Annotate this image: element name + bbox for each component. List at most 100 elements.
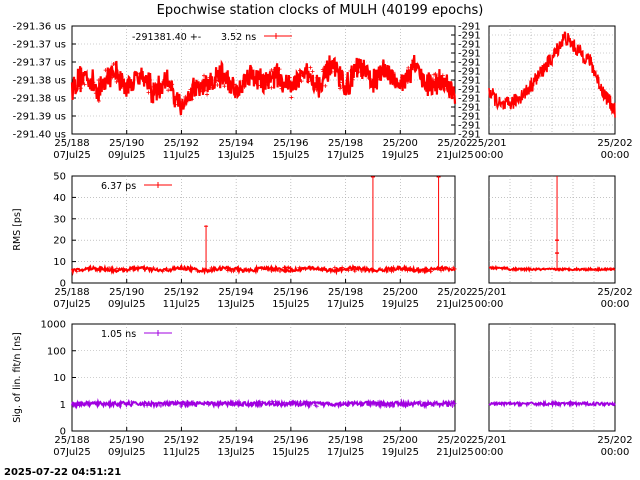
rms-main-xtick-label-top: 25/196 [273, 287, 308, 298]
clock-main-point [381, 72, 386, 77]
clock-main-point [298, 73, 303, 78]
sig-main-point [206, 402, 211, 407]
clock-main-point [396, 84, 401, 89]
clock-zoom-xtick-label-bottom: 00:00 [475, 150, 504, 161]
clock-main-point [329, 69, 334, 74]
rms-main-point [160, 269, 165, 274]
rms-zoom-series [488, 176, 616, 273]
clock-main-point [82, 82, 87, 87]
sig-main-point [416, 401, 421, 406]
clock-main-point [321, 69, 326, 74]
sig-main-point [76, 401, 81, 406]
sig-main-point [154, 403, 159, 408]
clock-main-ytick-label: -291.36 us [13, 22, 66, 33]
clock-main-xtick-label-bottom: 07Jul25 [53, 150, 91, 161]
rms-main-point [420, 268, 425, 273]
rms-main-point [94, 267, 99, 272]
clock-main-point [289, 95, 294, 100]
clock-main-point [391, 70, 396, 75]
sig-main-point [180, 402, 185, 407]
rms-main-point [282, 265, 287, 270]
clock-main-point [327, 68, 332, 73]
clock-main-xtick-label-top: 25/194 [219, 138, 254, 149]
clock-legend-label: -291381.40 +- [132, 32, 201, 43]
rms-main-point [98, 267, 103, 272]
clock-main-point [148, 77, 153, 82]
sig-main-point [444, 400, 449, 405]
rms-main-xtick-label-top: 25/194 [219, 287, 254, 298]
sig-main-point [366, 400, 371, 405]
rms-main-xtick-label-bottom: 21Jul25 [436, 299, 474, 310]
rms-main-point [439, 268, 444, 273]
clock-main-point [299, 79, 304, 84]
rms-main-xtick-label-bottom: 09Jul25 [108, 299, 146, 310]
clock-main-xtick-label-top: 25/190 [109, 138, 144, 149]
clock-main-point [374, 77, 379, 82]
clock-main-point [325, 72, 330, 77]
clock-zoom-line [488, 31, 616, 118]
clock-main-point [342, 88, 347, 93]
clock-main-xtick-label-top: 25/196 [273, 138, 308, 149]
sig-zoom-series [488, 399, 616, 409]
clock-main-xtick-label-bottom: 09Jul25 [108, 150, 146, 161]
clock-main-point [388, 73, 393, 78]
sig-main-legend-value: 1.05 ns [101, 329, 136, 340]
clock-main-point [188, 87, 193, 92]
sig-main-point [269, 399, 274, 404]
sig-main-xtick-label-bottom: 17Jul25 [327, 447, 365, 458]
sig-main-xtick-label-bottom: 07Jul25 [53, 447, 91, 458]
clock-main-point [373, 82, 378, 87]
rms-zoom-line [488, 264, 616, 273]
clock-main-point [178, 101, 183, 106]
clock-zoom-ytick-label: -291 [458, 67, 481, 78]
clock-main-point [202, 88, 207, 93]
clock-main-xtick-label-top: 25/198 [328, 138, 363, 149]
clock-main-point [222, 84, 227, 89]
clock-main-point [135, 71, 140, 76]
sig-main-point [390, 404, 395, 409]
clock-main-point [193, 81, 198, 86]
sig-zoom-xtick-label-bottom: 00:00 [475, 447, 504, 458]
clock-main-point [183, 94, 188, 99]
clock-main-point [428, 83, 433, 88]
sig-main-ytick-label: 100 [47, 346, 66, 357]
clock-zoom-grid [489, 26, 615, 134]
rms-main-point [332, 269, 337, 274]
rms-main-point [228, 266, 233, 271]
rms-main-point [408, 266, 413, 271]
rms-main-point [270, 266, 275, 271]
sig-main-point [318, 401, 323, 406]
rms-main-ytick-label: 20 [53, 236, 66, 247]
sig-zoom-xtick-label-top: 25/202 [597, 435, 632, 446]
clock-main-xtick-label-bottom: 15Jul25 [272, 150, 310, 161]
rms-zoom-xtick-label-bottom: 00:00 [601, 299, 630, 310]
sig-main-point [288, 401, 293, 406]
rms-zoom-xtick-label-top: 25/202 [597, 287, 632, 298]
rms-main-point [265, 267, 270, 272]
sig-main-point [231, 400, 236, 405]
sig-main-point [371, 399, 376, 404]
clock-main-ytick-label: -291.39 us [13, 112, 66, 123]
sig-main-point [129, 400, 134, 405]
clock-main-point [220, 78, 225, 83]
clock-main-point [306, 79, 311, 84]
rms-main-point [346, 268, 351, 273]
sig-main-point [157, 401, 162, 406]
rms-main-point [231, 269, 236, 274]
rms-main-point [322, 266, 327, 271]
rms-main-point [447, 266, 452, 271]
rms-main-point [246, 269, 251, 274]
sig-main-xtick-label-top: 25/196 [273, 435, 308, 446]
rms-main-ytick-label: 30 [53, 214, 66, 225]
clock-main-xtick-label-bottom: 17Jul25 [327, 150, 365, 161]
rms-main-point [332, 265, 337, 270]
clock-main-ytick-label: -291.37 us [13, 40, 66, 51]
clock-main-xtick-label-top: 25/202 [437, 138, 472, 149]
rms-main-point [389, 267, 394, 272]
clock-main-point [338, 86, 343, 91]
rms-main-point [288, 266, 293, 271]
clock-zoom-ytick-label: -291 [458, 94, 481, 105]
rms-main-point [74, 269, 79, 274]
